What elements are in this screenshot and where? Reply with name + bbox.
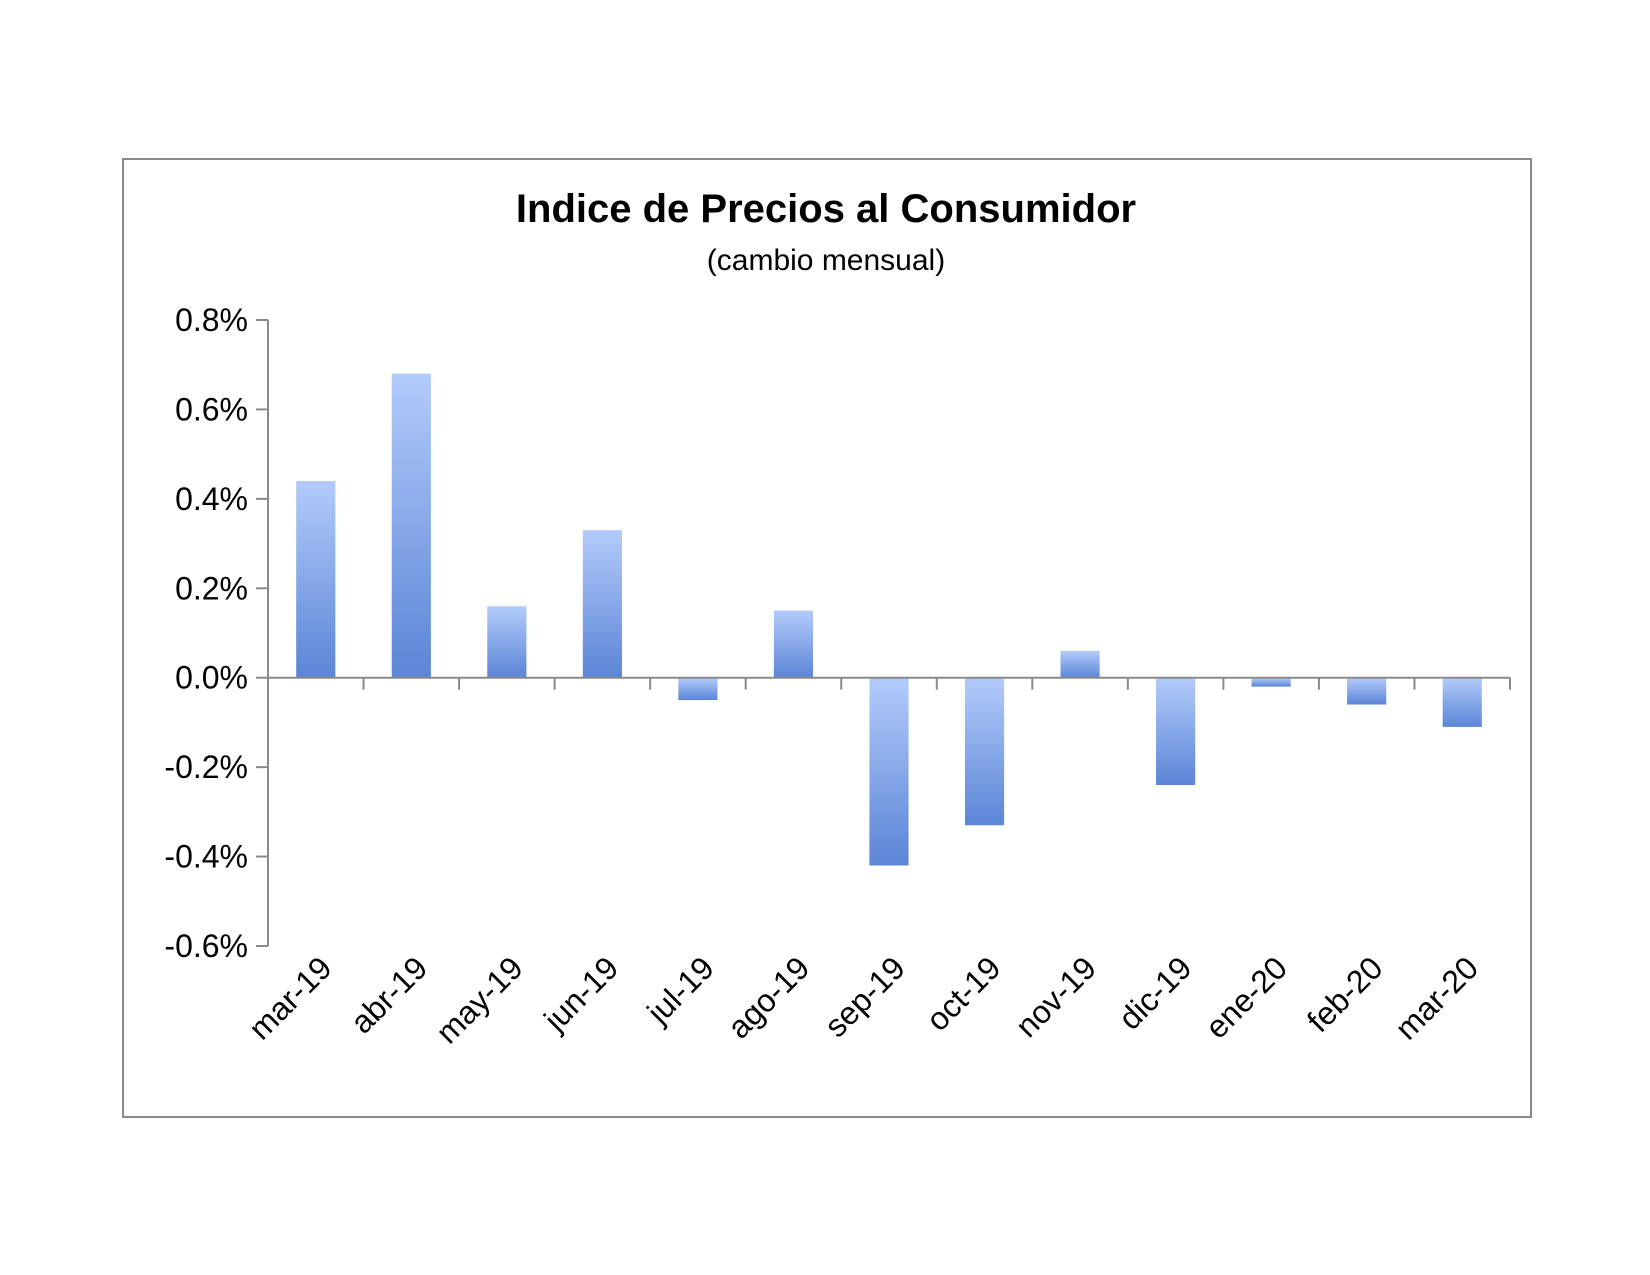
chart-title: Indice de Precios al Consumidor [516, 187, 1136, 231]
y-tick-label: 0.2% [175, 570, 248, 606]
chart-frame [122, 158, 1532, 1118]
y-tick-label: -0.4% [164, 839, 248, 875]
y-tick-label: -0.2% [164, 749, 248, 785]
bar-jul-19 [678, 677, 718, 701]
bar-nov-19 [1060, 650, 1100, 678]
bars [296, 373, 1482, 866]
bar-mar-19 [296, 480, 336, 678]
x-tick-label: oct-19 [919, 949, 1007, 1037]
bar-jun-19 [582, 530, 622, 678]
bar-dic-19 [1156, 677, 1196, 786]
x-tick-label: sep-19 [817, 949, 912, 1044]
chart-subtitle: (cambio mensual) [707, 244, 945, 277]
bar-abr-19 [391, 373, 431, 678]
x-tick-label: jul-19 [639, 949, 721, 1031]
x-tick-label: jun-19 [536, 949, 625, 1038]
y-tick-label: 0.4% [175, 481, 248, 517]
x-tick-label: ene-20 [1198, 949, 1294, 1045]
y-tick-label: 0.6% [175, 391, 248, 427]
x-tick-label: ago-19 [720, 949, 816, 1045]
x-tick-label: dic-19 [1111, 949, 1198, 1036]
bar-ago-19 [773, 610, 814, 678]
x-tick-label: mar-20 [1388, 949, 1485, 1046]
bar-oct-19 [964, 677, 1005, 826]
bar-mar-20 [1442, 677, 1482, 727]
bar-feb-20 [1347, 677, 1387, 705]
y-tick-label: -0.6% [164, 928, 248, 964]
x-tick-label: mar-19 [242, 949, 339, 1046]
y-axis: 0.8% 0.6% 0.4% 0.2% 0.0% -0.2% -0.4% -0.6% [164, 302, 269, 964]
x-tick-label: may-19 [429, 949, 530, 1050]
x-tick-label: feb-20 [1300, 949, 1390, 1039]
x-tick-label: abr-19 [343, 949, 434, 1040]
x-tick-label: nov-19 [1008, 949, 1103, 1044]
y-tick-label: 0.0% [175, 660, 248, 696]
bar-ene-20 [1251, 677, 1291, 687]
bar-may-19 [487, 606, 527, 678]
bar-sep-19 [869, 677, 909, 866]
y-tick-label: 0.8% [175, 302, 248, 338]
